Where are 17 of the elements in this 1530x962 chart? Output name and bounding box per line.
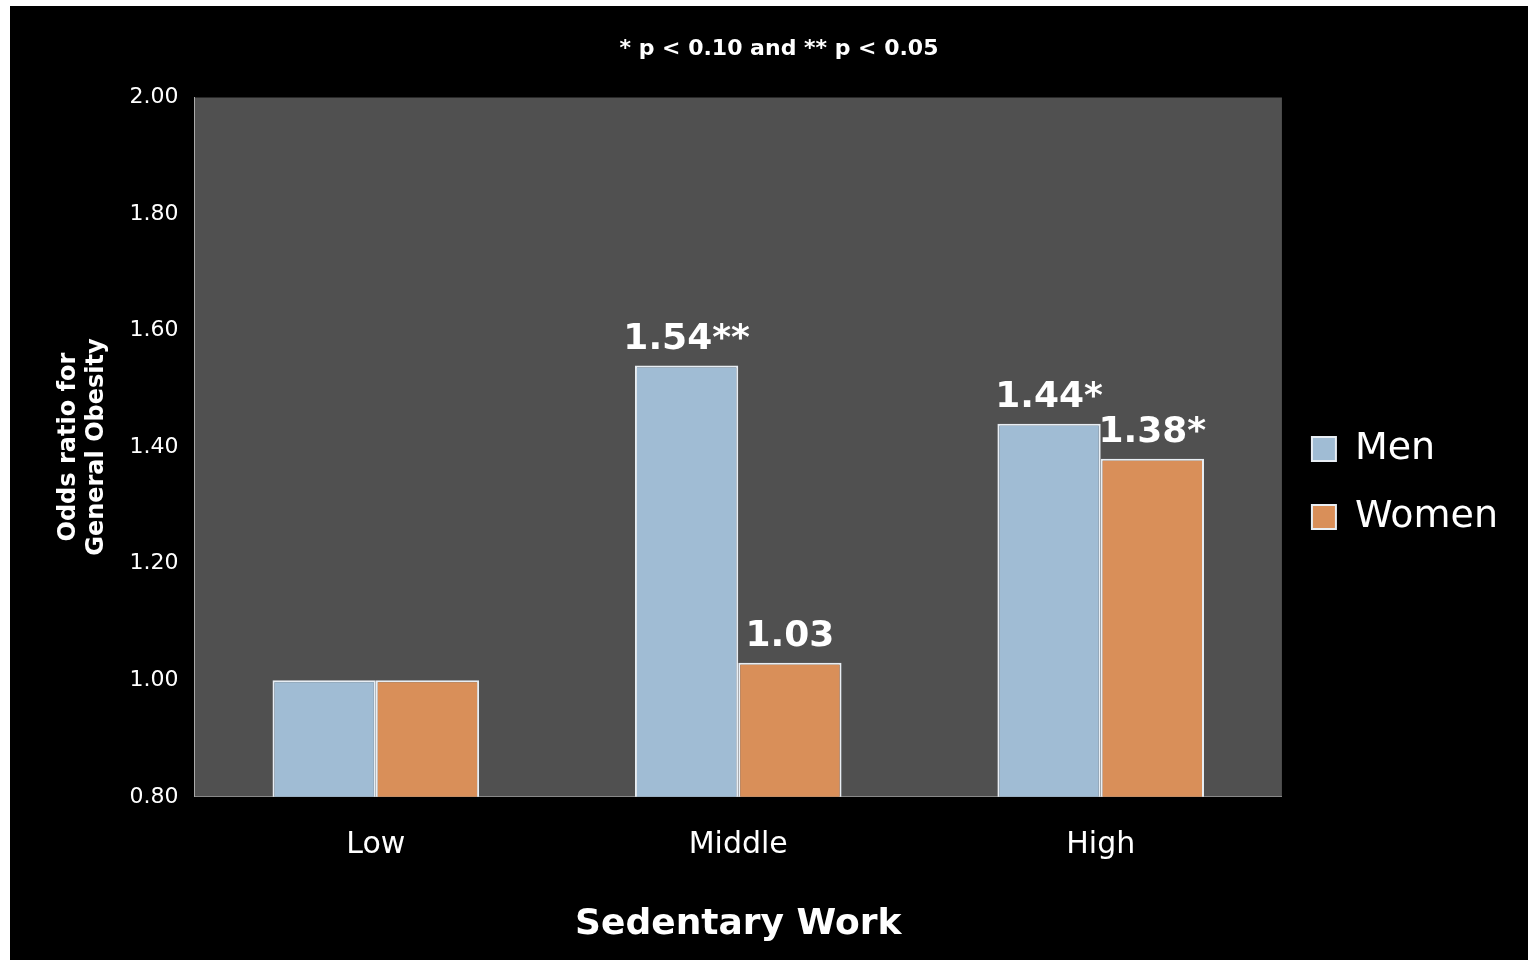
- x-tick-label: High: [1066, 824, 1136, 860]
- y-tick-label: 1.40: [129, 432, 179, 458]
- x-axis-title: Sedentary Work: [575, 900, 903, 942]
- y-tick-label: 1.20: [129, 549, 179, 575]
- x-tick-label: Middle: [688, 824, 788, 860]
- y-axis-title: Odds ratio for General Obesity: [52, 338, 110, 556]
- x-tick-label: Low: [346, 824, 406, 860]
- chart-title: * p < 0.10 and ** p < 0.05: [619, 34, 939, 60]
- y-tick-label: 2.00: [129, 83, 179, 109]
- data-label: 1.03: [745, 613, 835, 655]
- y-tick-label: 1.60: [129, 316, 179, 342]
- legend-label: Women: [1354, 491, 1498, 536]
- y-tick-label: 1.80: [129, 199, 179, 225]
- y-tick-label: 1.00: [129, 665, 179, 691]
- y-tick-label: 0.80: [129, 782, 179, 808]
- data-label: 1.54**: [623, 315, 751, 357]
- legend-label: Men: [1354, 423, 1436, 468]
